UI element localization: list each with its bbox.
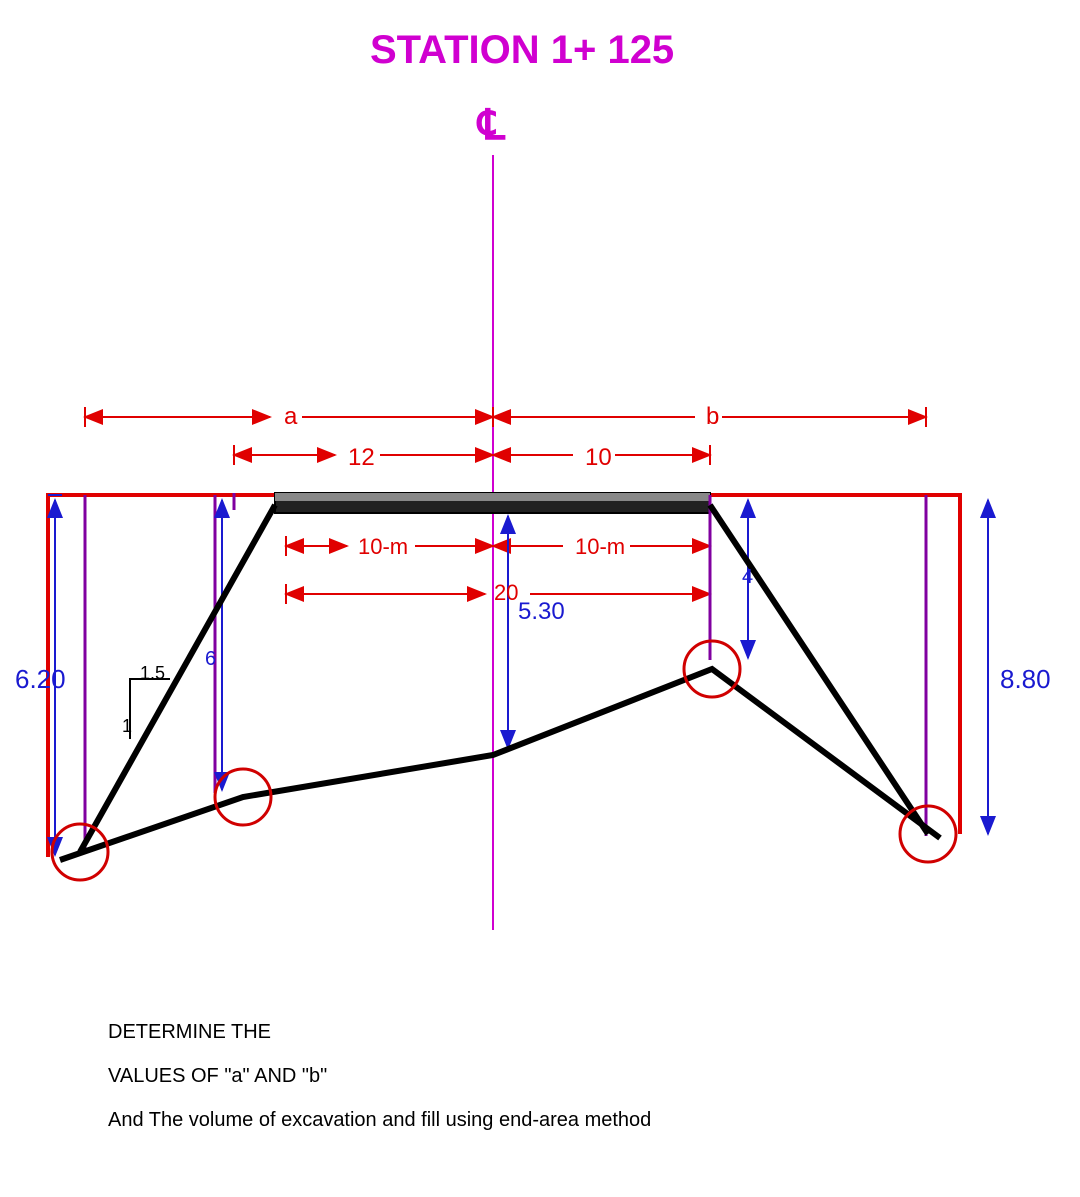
label-b: b (706, 403, 719, 431)
slope-right (710, 505, 928, 834)
label-slope-h: 1.5 (140, 663, 165, 684)
question-line-2: VALUES OF "a" AND "b" (108, 1054, 651, 1098)
question-block: DETERMINE THE VALUES OF "a" AND "b" And … (108, 1010, 651, 1142)
cross-section-diagram (0, 0, 1080, 1000)
question-line-1: DETERMINE THE (108, 1010, 651, 1054)
label-10: 10 (585, 444, 612, 472)
label-10m-r: 10-m (575, 534, 625, 560)
label-4: 4 (742, 566, 753, 589)
label-530: 5.30 (518, 598, 565, 626)
label-12: 12 (348, 444, 375, 472)
label-6: 6 (205, 648, 216, 671)
label-880: 8.80 (1000, 664, 1051, 695)
label-20: 20 (494, 580, 518, 606)
road-surface-top (275, 493, 710, 501)
label-620: 6.20 (15, 664, 66, 695)
label-a: a (284, 403, 297, 431)
label-10m-l: 10-m (358, 534, 408, 560)
slope-left (80, 505, 275, 852)
question-line-3: And The volume of excavation and fill us… (108, 1098, 651, 1142)
ground-line (60, 669, 940, 860)
label-slope-v: 1 (122, 716, 132, 737)
